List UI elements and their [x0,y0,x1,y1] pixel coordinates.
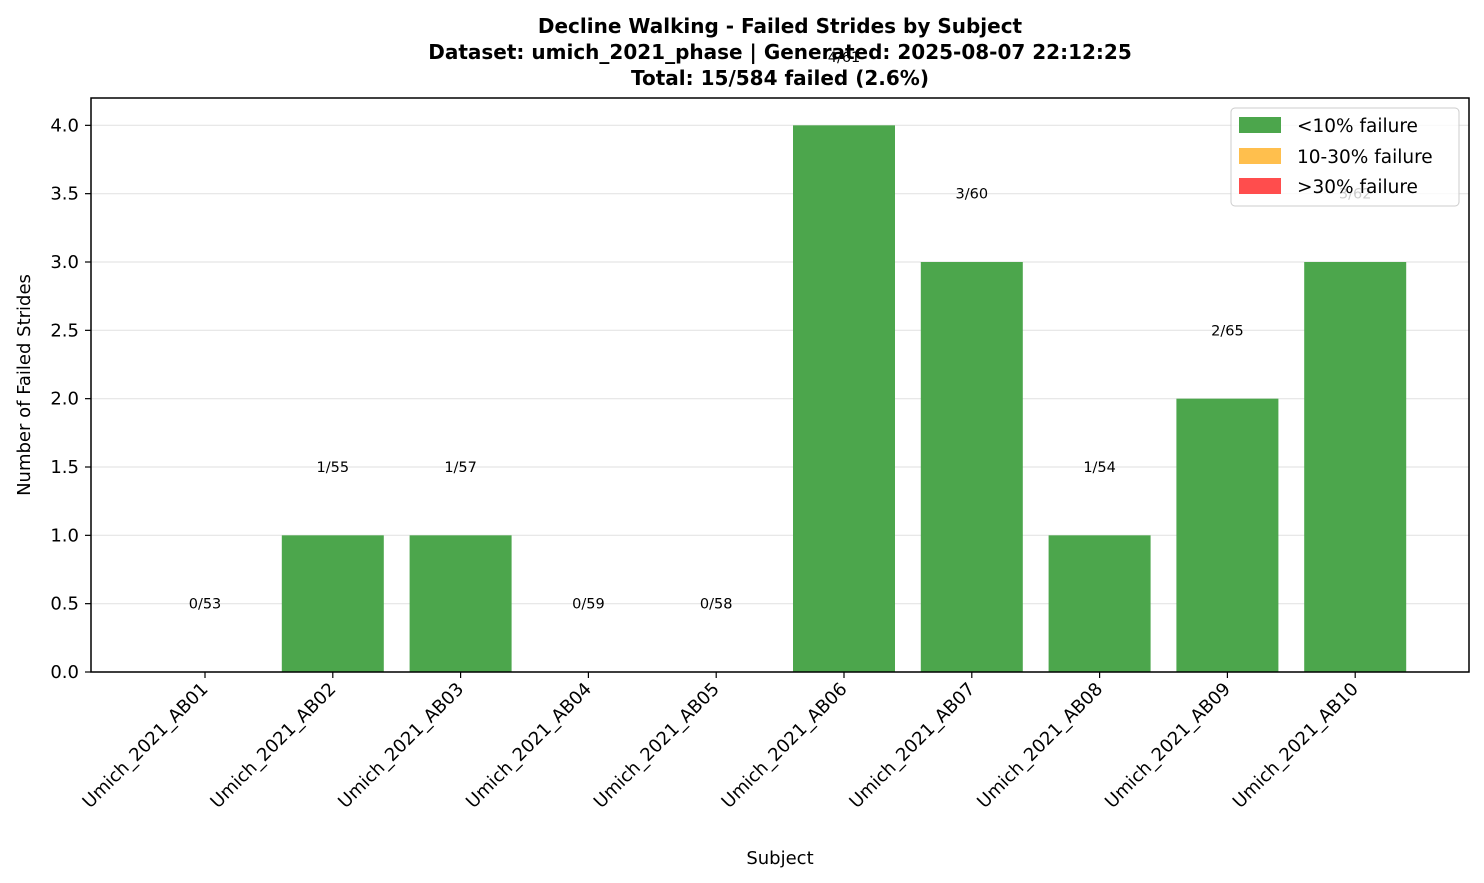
chart-title-line-2: Dataset: umich_2021_phase | Generated: 2… [428,40,1132,64]
legend-swatch-10-30 [1239,148,1281,164]
y-tick-label: 2.5 [50,320,79,341]
bar-value-label: 1/55 [317,460,350,476]
bar-value-label: 1/57 [444,460,477,476]
bar-value-label: 3/60 [956,187,989,203]
bar [1048,535,1151,672]
legend-label-under-10: <10% failure [1297,116,1418,137]
bar [409,535,512,672]
bar [1304,262,1407,672]
bar-value-label: 4/61 [828,50,861,66]
bar-value-label: 2/65 [1211,323,1244,339]
bar-value-label: 1/54 [1083,460,1116,476]
y-tick-label: 0.0 [50,662,79,683]
y-tick-label: 1.5 [50,457,79,478]
y-tick-label: 2.0 [50,389,79,410]
bar-value-label: 0/59 [572,597,605,613]
bar [920,262,1023,672]
chart-title-line-1: Decline Walking - Failed Strides by Subj… [538,14,1023,38]
y-tick-label: 3.0 [50,252,79,273]
bar [793,125,895,673]
legend-label-over-30: >30% failure [1297,177,1418,198]
y-tick-label: 4.0 [50,115,79,136]
y-tick-label: 1.0 [50,525,79,546]
legend-label-10-30: 10-30% failure [1297,147,1433,168]
plot-frame [90,97,1470,673]
bar-value-label: 0/53 [189,597,222,613]
y-axis-label: Number of Failed Strides [14,274,35,496]
x-axis-label: Subject [746,848,813,869]
y-tick-label: 0.5 [50,594,79,615]
legend-swatch-over-30 [1239,178,1281,194]
legend-swatch-under-10 [1239,117,1281,133]
legend: <10% failure 10-30% failure >30% failure [1230,107,1460,207]
chart-title-line-3: Total: 15/584 failed (2.6%) [631,66,929,90]
bar [1176,398,1279,672]
bar [281,535,384,672]
bars [281,125,1407,673]
y-tick-label: 3.5 [50,184,79,205]
bar-value-label: 0/58 [700,597,733,613]
y-axis-ticks: 0.0 0.5 1.0 1.5 2.0 2.5 3.0 3.5 4.0 [50,115,91,683]
legend-box [1230,107,1460,207]
